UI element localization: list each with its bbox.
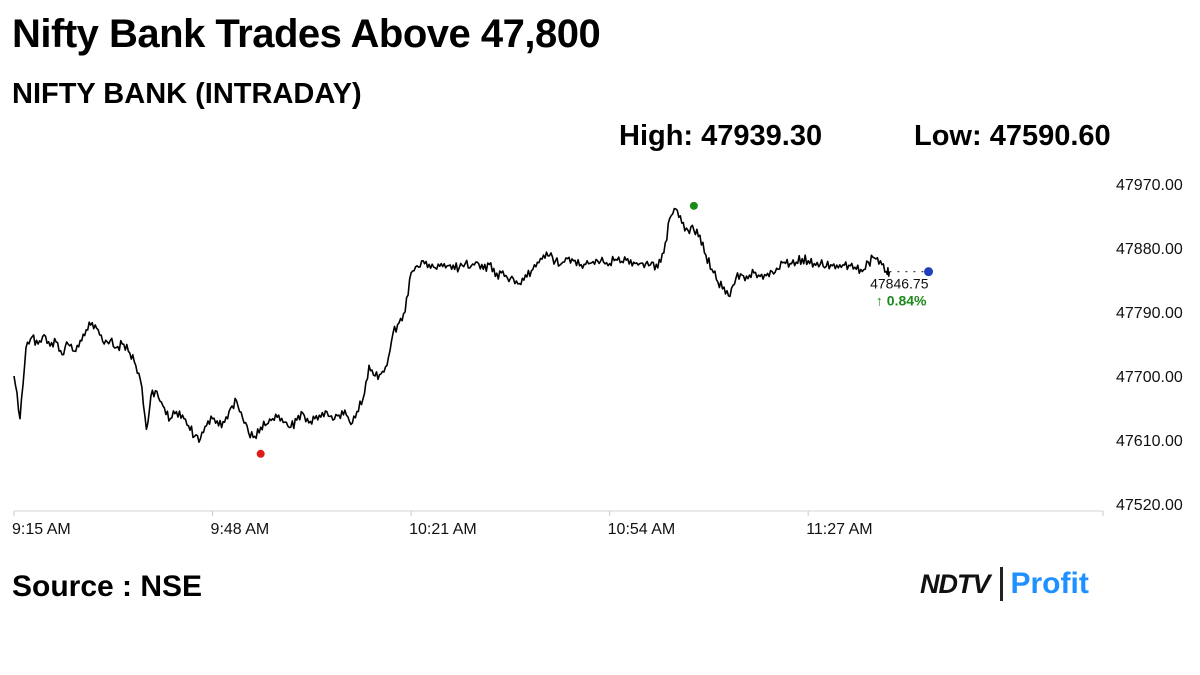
y-tick-label: 47790.00: [1116, 305, 1183, 322]
logo-ndtv-text: NDTV: [920, 568, 990, 599]
last-value-marker: [924, 267, 934, 277]
price-series-line: [13, 207, 891, 443]
logo-divider: [999, 567, 1003, 601]
y-tick-label: 47520.00: [1116, 497, 1183, 514]
chart-title: NIFTY BANK (INTRADAY): [12, 78, 362, 110]
x-tick-label: 10:21 AM: [409, 521, 477, 538]
last-value-label: 47846.75: [870, 276, 929, 292]
low-stat: Low: 47590.60: [914, 120, 1111, 152]
intraday-line-chart: 9:15 AM 9:48 AM 10:21 AM 10:54 AM 11:27 AM 47…: [12, 177, 1183, 538]
x-tick-label: 11:27 AM: [806, 521, 872, 538]
ndtv-profit-logo: NDTV Profit: [920, 562, 1089, 606]
x-tick-label: 9:15 AM: [12, 521, 71, 538]
high-stat: High: 47939.30: [619, 120, 823, 152]
x-tick-label: 10:54 AM: [608, 521, 676, 538]
y-tick-label: 47970.00: [1116, 177, 1183, 194]
low-marker: [256, 449, 265, 458]
high-marker: [689, 201, 698, 210]
y-tick-label: 47610.00: [1116, 433, 1183, 450]
change-label: ↑ 0.84%: [876, 293, 927, 309]
x-tick-label: 9:48 AM: [211, 521, 270, 538]
source-label: Source : NSE: [12, 570, 203, 603]
y-tick-label: 47880.00: [1116, 241, 1183, 258]
y-tick-label: 47700.00: [1116, 369, 1183, 386]
headline: Nifty Bank Trades Above 47,800: [12, 12, 601, 56]
logo-profit-text: Profit: [1010, 567, 1089, 600]
